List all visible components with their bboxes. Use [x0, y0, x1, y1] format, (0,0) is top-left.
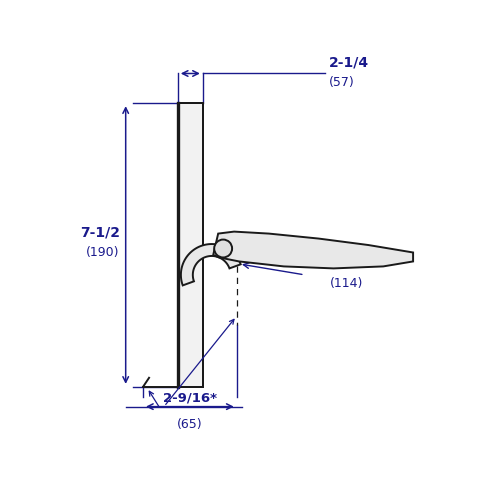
Text: 7-1/2: 7-1/2: [80, 226, 120, 239]
Text: 4-1/2: 4-1/2: [330, 252, 370, 266]
Text: 2-1/4: 2-1/4: [328, 56, 368, 70]
Polygon shape: [181, 244, 240, 286]
Polygon shape: [213, 232, 413, 268]
Text: (65): (65): [177, 418, 203, 430]
Circle shape: [214, 240, 232, 258]
Text: (57): (57): [328, 76, 354, 89]
Text: (114): (114): [330, 278, 363, 290]
Bar: [178, 104, 203, 387]
Text: (190): (190): [86, 246, 120, 259]
Text: 2-9/16*: 2-9/16*: [163, 391, 217, 404]
